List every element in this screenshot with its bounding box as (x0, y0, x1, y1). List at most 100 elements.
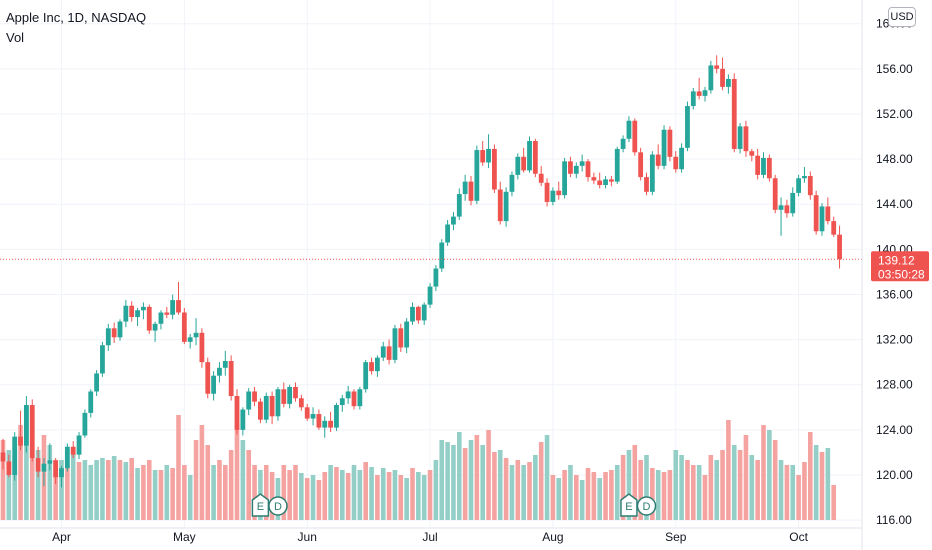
dividend-icon (636, 496, 657, 516)
candle-body (702, 90, 708, 96)
volume-bar (679, 455, 684, 520)
candle (609, 176, 614, 187)
currency-button[interactable]: USD (888, 7, 916, 27)
candle-body (597, 180, 603, 186)
event-label: E (257, 501, 264, 513)
dividend-marker[interactable]: D (268, 496, 288, 516)
volume-bar (696, 465, 702, 520)
candle-body (585, 161, 591, 178)
volume-bar (322, 472, 328, 520)
volume-bar (106, 460, 111, 520)
candle-body (497, 189, 503, 222)
candle (322, 416, 328, 438)
volume-bar (462, 448, 468, 520)
candle-body (222, 361, 228, 368)
candle-body (135, 310, 140, 318)
candle (568, 156, 573, 178)
candle (685, 101, 690, 152)
time-tick-label: May (173, 530, 196, 544)
volume-bar (53, 460, 58, 520)
candle (298, 394, 304, 411)
candle (111, 322, 117, 343)
volume-bar (445, 442, 450, 520)
candle (761, 152, 766, 179)
chart-title: Apple Inc, 1D, NASDAQ (6, 10, 147, 25)
dividend-marker[interactable]: D (636, 496, 657, 516)
candle (837, 225, 842, 269)
candle (404, 318, 410, 354)
candle-body (474, 150, 480, 201)
candle (246, 388, 252, 416)
candle-body (181, 312, 187, 342)
price-tick-label: 156.00 (876, 62, 913, 76)
candle-body (562, 161, 567, 196)
candle (82, 409, 88, 438)
price-badge: 139.12 03:50:28 (871, 251, 929, 282)
volume-bar (269, 472, 275, 520)
candle (176, 282, 181, 315)
candle (462, 174, 468, 201)
candle-body (649, 154, 655, 192)
candle-body (521, 156, 527, 171)
candle-body (749, 151, 755, 156)
volume-bar (363, 462, 368, 520)
volume-bar (486, 430, 491, 520)
event-label: E (625, 501, 632, 513)
candle (240, 407, 246, 436)
candle (667, 126, 673, 162)
candle-body (772, 178, 778, 210)
candle-body (492, 148, 497, 190)
candle-body (111, 328, 117, 338)
volume-bar (234, 425, 240, 520)
volume-bar (726, 420, 731, 520)
candle-body (252, 391, 257, 402)
candle (392, 324, 398, 364)
time-axis[interactable]: Apr May Jun Jul Aug Sep Oct (0, 527, 862, 544)
candle (211, 371, 216, 401)
volume-bar (761, 425, 766, 520)
candle-body (813, 195, 819, 232)
candle-body (369, 362, 374, 372)
candle (620, 135, 626, 153)
candle (275, 386, 281, 421)
volume-bar (12, 455, 17, 520)
volume-bar (784, 465, 790, 520)
candle (749, 148, 755, 162)
candle (146, 304, 152, 334)
candle (24, 396, 29, 453)
candle-body (603, 179, 608, 186)
event-label: D (274, 501, 282, 513)
volume-bar (357, 470, 363, 520)
volume-bar (492, 452, 497, 520)
candle-body (217, 367, 222, 376)
candle-body (375, 357, 380, 372)
candle-body (480, 150, 486, 163)
candle-body (187, 337, 193, 342)
volume-bar (673, 450, 679, 520)
candle (141, 302, 146, 320)
candle-body (609, 179, 614, 182)
earnings-marker[interactable]: E (251, 493, 270, 517)
volume-bar (334, 467, 339, 520)
candle-body (193, 332, 199, 338)
candle (474, 145, 480, 205)
candle (755, 148, 761, 180)
earnings-marker[interactable]: E (620, 493, 638, 517)
candle-body (211, 375, 216, 394)
volume-bar (59, 460, 64, 520)
candle-body (421, 304, 427, 321)
volume-bar (35, 450, 41, 520)
volume-bar (340, 470, 345, 520)
volume-bar (468, 440, 474, 520)
candle (538, 165, 544, 187)
volume-bar (650, 468, 655, 520)
candle-body (538, 173, 544, 183)
volume-bar (421, 475, 427, 520)
candle-body (726, 78, 731, 87)
candle-body (129, 305, 135, 318)
volume-bar (772, 440, 778, 520)
candle-body (304, 407, 310, 419)
volume-bar (304, 478, 310, 520)
